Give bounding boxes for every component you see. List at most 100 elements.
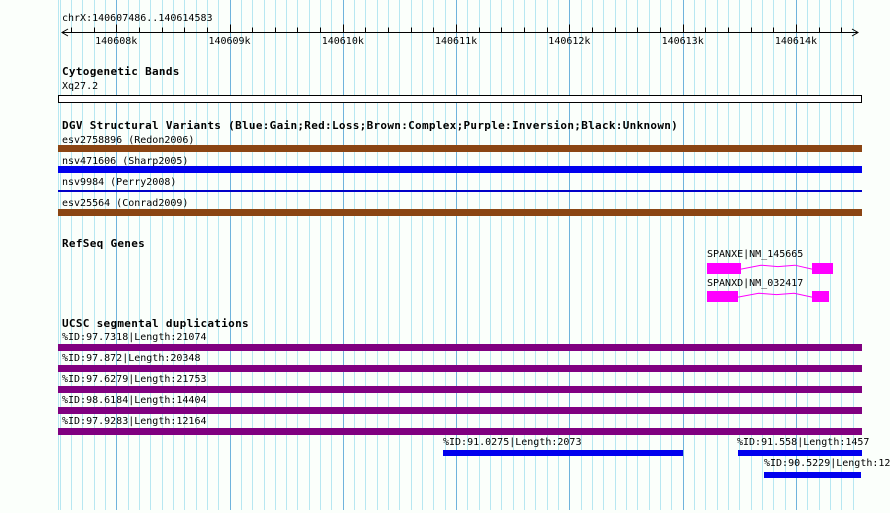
section-title-segdup: UCSC segmental duplications [62,317,249,330]
exon-box[interactable] [707,263,741,274]
gridline [660,0,661,510]
variant-label: esv25564 (Conrad2009) [62,198,189,209]
gridline [479,0,480,510]
left-arrow-icon [61,28,69,37]
gridline [717,0,718,510]
gridline [513,0,514,510]
gridline [853,0,854,510]
axis-tick-label: 140614k [774,36,818,47]
gridline [331,0,332,510]
gridline [150,0,151,510]
segdup-label: %ID:97.9283|Length:12164 [62,416,207,427]
segdup-label: %ID:91.0275|Length:2073 [443,437,582,448]
gridline [751,0,752,510]
segdup-bar[interactable] [58,344,862,351]
segdup-label: %ID:97.6279|Length:21753 [62,374,207,385]
gridline [728,0,729,510]
segdup-bar[interactable] [764,472,861,478]
cytoband-bar [58,95,862,103]
gridline [241,0,242,510]
gridline [388,0,389,510]
gridline [773,0,774,510]
gene-label: SPANXE|NM_145665 [707,249,804,260]
gridline [626,0,627,510]
exon-box[interactable] [812,291,829,302]
section-title-dgv: DGV Structural Variants (Blue:Gain;Red:L… [62,119,679,132]
gridline [162,0,163,510]
gridline [377,0,378,510]
gridline [569,0,570,510]
gridline [82,0,83,510]
gridline [94,0,95,510]
axis-tick-label: 140608k [95,36,138,47]
gridline [207,0,208,510]
right-arrow-icon [851,28,859,37]
segdup-label: %ID:97.872|Length:20348 [62,353,201,364]
gridline [309,0,310,510]
variant-bar[interactable] [58,209,862,216]
gridline [456,0,457,510]
segdup-label: %ID:97.7318|Length:21074 [62,332,207,343]
gridline [184,0,185,510]
gridline [433,0,434,510]
region-label: chrX:140607486..140614583 [62,13,213,24]
cytoband-label: Xq27.2 [62,81,99,92]
gridline [637,0,638,510]
gridline [264,0,265,510]
gridline [445,0,446,510]
gridline [252,0,253,510]
intron-line[interactable] [737,291,813,302]
gridline [558,0,559,510]
gridline [615,0,616,510]
gridline [683,0,684,510]
gridline [230,0,231,510]
exon-box[interactable] [812,263,833,274]
gridline [592,0,593,510]
gridline [422,0,423,510]
gridline [819,0,820,510]
gridline [649,0,650,510]
axis-tick-label: 140612k [548,36,591,47]
segdup-bar[interactable] [738,450,862,456]
variant-label: esv2758896 (Redon2006) [62,135,195,146]
axis-tick-label: 140609k [208,36,251,47]
segdup-bar[interactable] [443,450,683,456]
gridline [830,0,831,510]
axis-tick-label: 140610k [321,36,364,47]
segdup-bar[interactable] [58,365,862,372]
gridline [694,0,695,510]
axis-tick-label: 140611k [435,36,478,47]
segdup-label: %ID:90.5229|Length:12 [764,458,890,469]
gridline [524,0,525,510]
segdup-bar[interactable] [58,386,862,393]
gridline [71,0,72,510]
intron-line[interactable] [740,263,813,274]
segdup-bar[interactable] [58,428,862,435]
variant-bar[interactable] [58,190,862,192]
exon-box[interactable] [707,291,738,302]
gridline [739,0,740,510]
variant-bar[interactable] [58,145,862,152]
gridline [490,0,491,510]
gridline [173,0,174,510]
gridline [275,0,276,510]
gridline [218,0,219,510]
variant-label: nsv471606 (Sharp2005) [62,156,189,167]
gridline [671,0,672,510]
gridline [297,0,298,510]
gridline [196,0,197,510]
gridline [796,0,797,510]
variant-bar[interactable] [58,166,862,173]
gridline [354,0,355,510]
gridline [399,0,400,510]
segdup-label: %ID:91.558|Length:1457 [737,437,870,448]
gridline [705,0,706,510]
gridline [603,0,604,510]
segdup-bar[interactable] [58,407,862,414]
gridline [841,0,842,510]
gridline [286,0,287,510]
axis-tick-label: 140613k [661,36,704,47]
gridline [501,0,502,510]
gridline [807,0,808,510]
